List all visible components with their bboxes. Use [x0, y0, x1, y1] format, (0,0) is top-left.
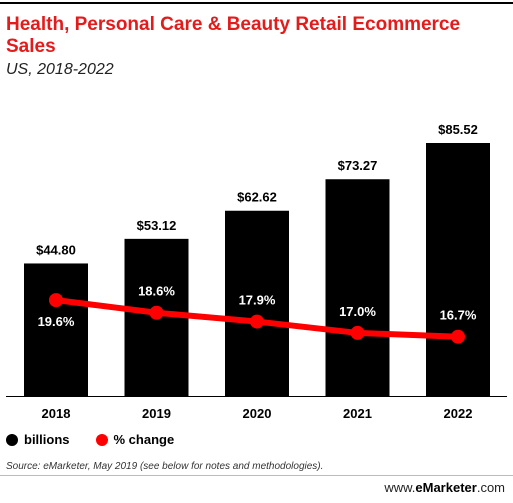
top-rule	[0, 2, 513, 4]
brand-prefix: www.	[384, 480, 416, 495]
legend-label-change: % change	[113, 432, 175, 447]
change-point-2020	[250, 314, 264, 329]
change-label-2018: 19.6%	[38, 314, 75, 329]
legend-item-change: % change	[95, 432, 175, 447]
x-tick-2022: 2022	[444, 406, 473, 421]
x-tick-2018: 2018	[42, 406, 71, 421]
legend-item-billions: billions	[6, 432, 70, 447]
legend-swatch-billions	[6, 433, 18, 446]
change-point-2019	[149, 305, 164, 320]
bar-2020	[225, 210, 289, 396]
chart-area: $44.80 2018 $53.12 2019 $62.62 2020 $73.27 2021…	[6, 122, 507, 421]
x-tick-2019: 2019	[142, 406, 171, 421]
brand-url[interactable]: www.eMarketer.com	[384, 480, 505, 495]
change-label-2021: 17.0%	[339, 304, 376, 319]
change-point-2022	[451, 329, 465, 344]
bar-2021	[325, 179, 390, 396]
bar-label-2019: $53.12	[137, 218, 177, 233]
x-tick-2020: 2020	[243, 406, 272, 421]
legend-swatch-change	[95, 433, 108, 446]
source-note: Source: eMarketer, May 2019 (see below f…	[6, 461, 324, 472]
bar-label-2018: $44.80	[36, 242, 76, 257]
bar-2018	[24, 263, 88, 396]
footer-divider	[0, 475, 513, 476]
change-label-2019: 18.6%	[138, 284, 175, 299]
x-tick-2021: 2021	[343, 406, 372, 421]
legend: billions % change	[6, 432, 200, 447]
change-point-2021	[350, 325, 365, 340]
brand-suffix: .com	[476, 480, 505, 495]
chart-title: Health, Personal Care & Beauty Retail Ec…	[6, 14, 461, 57]
bar-label-2021: $73.27	[338, 158, 378, 173]
bar-label-2020: $62.62	[237, 190, 277, 205]
chart-subtitle: US, 2018-2022	[6, 61, 114, 78]
brand-name: eMarketer	[415, 480, 477, 495]
legend-label-billions: billions	[24, 432, 70, 447]
change-label-2022: 16.7%	[440, 308, 477, 323]
bar-label-2022: $85.52	[438, 122, 478, 137]
change-point-2018	[49, 293, 63, 308]
change-label-2020: 17.9%	[239, 293, 276, 308]
bar-2022	[426, 143, 490, 396]
